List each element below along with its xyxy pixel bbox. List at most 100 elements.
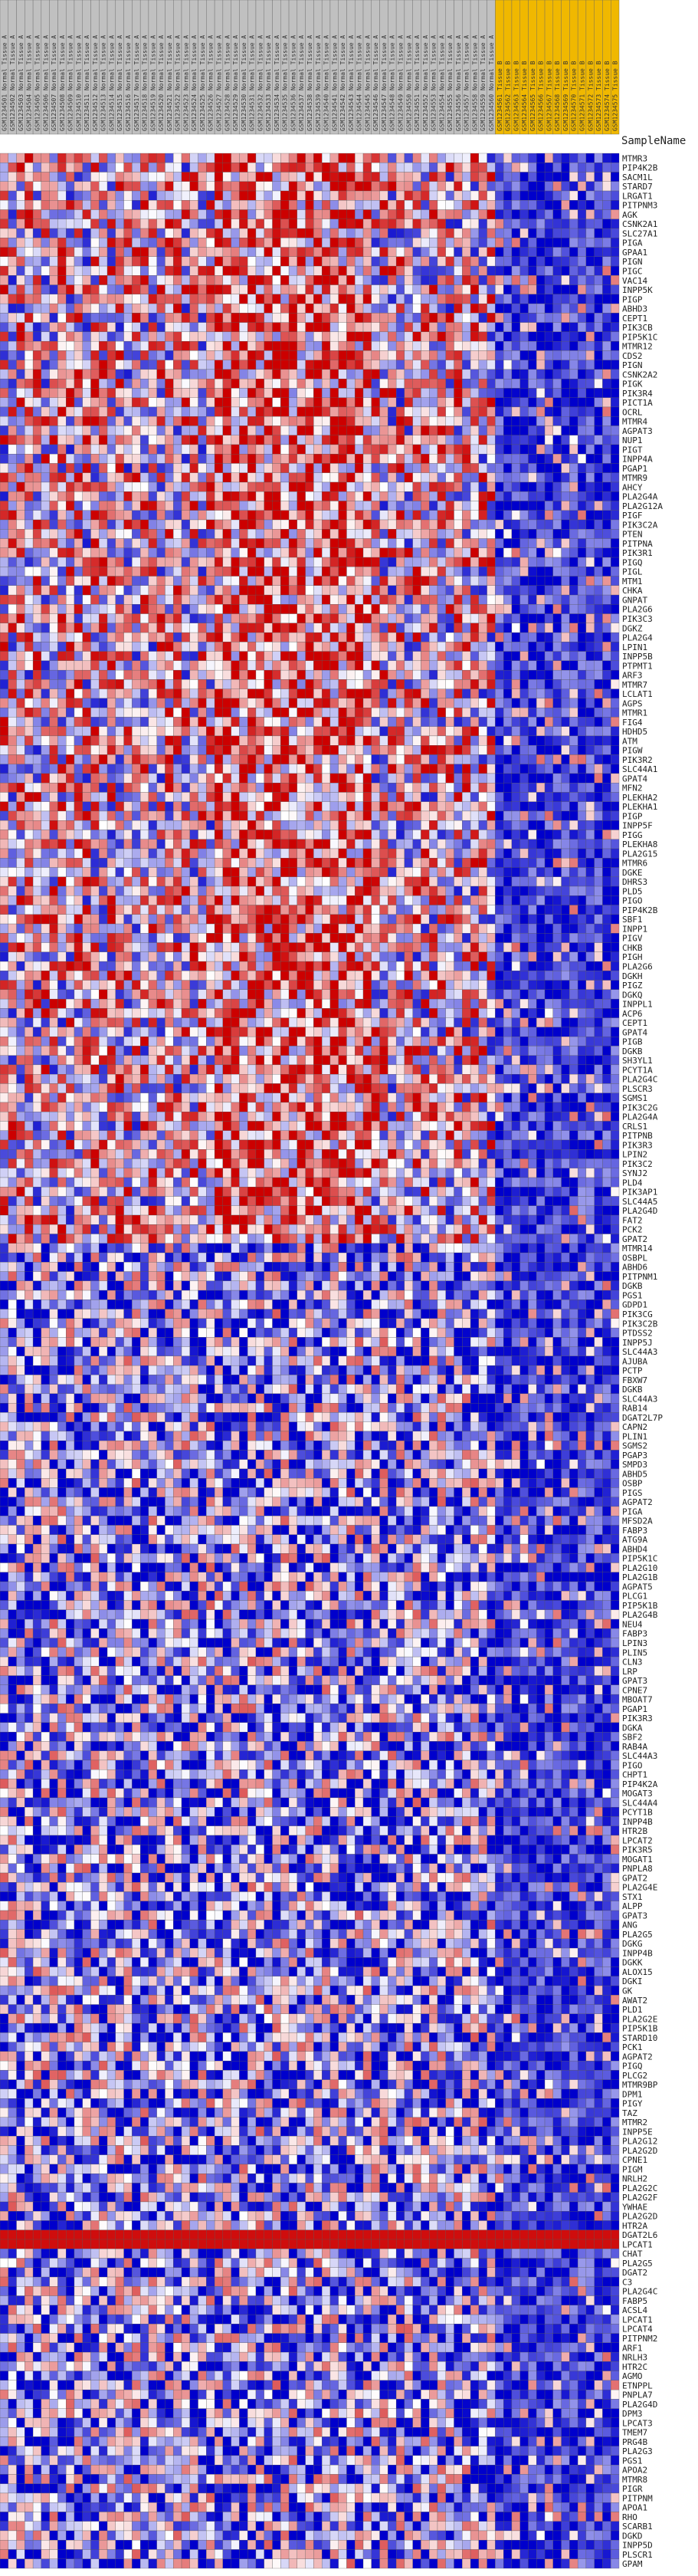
heatmap-cell (602, 604, 611, 614)
heatmap-cell (231, 463, 240, 473)
heatmap-cell (437, 463, 446, 473)
heatmap-cell (445, 360, 454, 370)
heatmap-cell (561, 519, 570, 530)
heatmap-cell (82, 576, 91, 586)
heatmap-cell (57, 538, 67, 548)
heatmap-cell (577, 745, 587, 755)
heatmap-cell (16, 331, 25, 342)
heatmap-cell (388, 163, 397, 172)
heatmap-cell (264, 275, 273, 285)
heatmap-cell (569, 547, 578, 558)
heatmap-cell (544, 340, 553, 351)
heatmap-cell (82, 594, 91, 605)
heatmap-cell (305, 379, 314, 389)
heatmap-cell (173, 331, 182, 342)
heatmap-cell (305, 567, 314, 577)
heatmap-cell (239, 576, 248, 586)
heatmap-cell (395, 651, 405, 662)
heatmap-cell (437, 416, 446, 426)
heatmap-cell (82, 238, 91, 248)
heatmap-cell (123, 200, 133, 210)
heatmap-cell (148, 219, 157, 229)
heatmap-cell (8, 247, 17, 257)
heatmap-cell (82, 444, 91, 455)
heatmap-cell (57, 190, 67, 201)
heatmap-cell (594, 463, 603, 473)
heatmap-cell (346, 547, 356, 558)
heatmap-cell (288, 669, 297, 680)
heatmap-cell (388, 256, 397, 267)
heatmap-cell (412, 313, 421, 323)
heatmap-cell (0, 754, 8, 764)
heatmap-cell (32, 519, 42, 530)
heatmap-cell (32, 576, 42, 586)
heatmap-cell (544, 481, 553, 492)
heatmap-cell (32, 181, 42, 192)
heatmap-cell (602, 172, 611, 182)
heatmap-cell (544, 660, 553, 671)
heatmap-cell (165, 613, 174, 623)
heatmap-cell (395, 745, 405, 755)
heatmap-cell (346, 153, 356, 163)
heatmap-cell (239, 397, 248, 408)
heatmap-cell (536, 172, 546, 182)
heatmap-cell (57, 501, 67, 511)
heatmap-cell (173, 275, 182, 285)
heatmap-cell (371, 228, 380, 238)
heatmap-cell (478, 163, 487, 172)
heatmap-cell (594, 567, 603, 577)
heatmap-cell (362, 181, 372, 192)
heatmap-cell (206, 735, 215, 746)
heatmap-cell (66, 303, 75, 314)
heatmap-cell (206, 491, 215, 501)
heatmap-cell (32, 172, 42, 182)
heatmap-cell (305, 209, 314, 219)
heatmap-cell (536, 669, 546, 680)
heatmap-cell (503, 472, 513, 483)
heatmap-cell (503, 313, 513, 323)
heatmap-cell (198, 454, 207, 464)
heatmap-cell (495, 613, 504, 623)
heatmap-cell (173, 209, 182, 219)
heatmap-cell (536, 388, 546, 398)
heatmap-cell (561, 576, 570, 586)
heatmap-cell (569, 360, 578, 370)
heatmap-cell (74, 284, 83, 295)
heatmap-cell (181, 209, 190, 219)
heatmap-cell (379, 567, 388, 577)
heatmap-cell (594, 547, 603, 558)
heatmap-cell (305, 190, 314, 201)
heatmap-cell (288, 576, 297, 586)
heatmap-cell (569, 369, 578, 380)
heatmap-cell (222, 369, 231, 380)
heatmap-cell (519, 284, 529, 295)
heatmap-cell (255, 265, 264, 276)
column-label: GSM1234566 Tissue B (538, 61, 545, 131)
heatmap-cell (222, 275, 231, 285)
heatmap-cell (280, 660, 290, 671)
heatmap-cell (264, 181, 273, 192)
heatmap-cell (49, 679, 58, 689)
heatmap-cell (594, 379, 603, 389)
heatmap-cell (346, 481, 356, 492)
heatmap-cell (544, 256, 553, 267)
heatmap-cell (189, 708, 198, 718)
heatmap-cell (132, 669, 141, 680)
heatmap-cell (338, 360, 347, 370)
column-label: GSM1234514 Normal Tissue A (108, 35, 115, 131)
heatmap-cell (66, 275, 75, 285)
heatmap-cell (115, 576, 124, 586)
heatmap-cell (32, 717, 42, 727)
heatmap-cell (511, 538, 520, 548)
heatmap-cell (602, 594, 611, 605)
heatmap-cell (82, 623, 91, 633)
heatmap-cell (437, 632, 446, 642)
heatmap-cell (346, 331, 356, 342)
heatmap-cell (594, 172, 603, 182)
heatmap-cell (25, 153, 34, 163)
heatmap-cell (49, 209, 58, 219)
heatmap-cell (519, 265, 529, 276)
heatmap-cell (99, 416, 108, 426)
heatmap-cell (139, 369, 149, 380)
heatmap-cell (388, 360, 397, 370)
